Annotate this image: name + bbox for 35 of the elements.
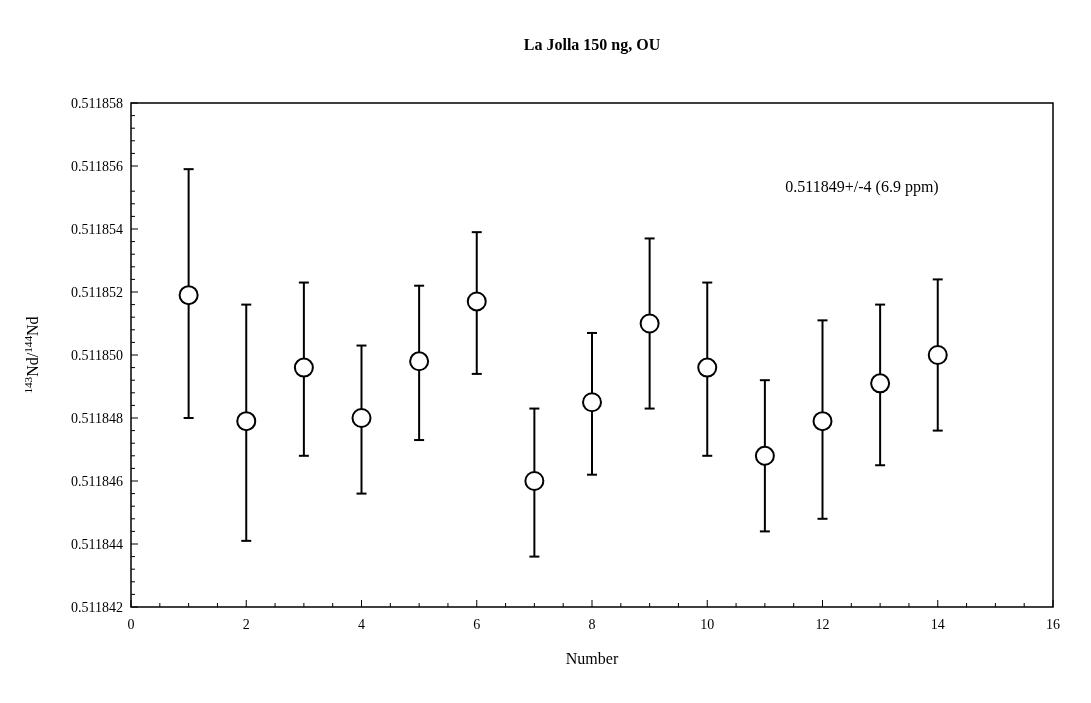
point: [178, 285, 199, 306]
y-tick-label: 0.511842: [71, 600, 123, 615]
y-tick-label: 0.511856: [71, 159, 123, 174]
x-tick-label: 0: [127, 617, 135, 632]
x-axis-title: Number: [565, 650, 619, 667]
point: [582, 392, 602, 413]
y-tick-label: 0.511854: [71, 222, 123, 237]
point: [524, 471, 545, 491]
x-tick-label: 8: [588, 617, 596, 632]
point: [927, 345, 948, 365]
point: [466, 291, 487, 312]
x-tick-label: 10: [700, 617, 715, 632]
x-tick-label: 16: [1046, 617, 1060, 632]
point: [870, 373, 891, 394]
point: [812, 411, 833, 432]
point: [409, 351, 430, 372]
point: [293, 357, 314, 378]
point: [236, 411, 257, 432]
x-tick-label: 4: [358, 617, 365, 632]
point: [351, 408, 372, 428]
y-tick-label: 0.511852: [71, 285, 123, 300]
chart-title: La Jolla 150 ng, OU: [523, 36, 661, 54]
x-tick-label: 2: [242, 617, 250, 632]
point: [754, 445, 775, 466]
x-tick-label: 6: [473, 617, 481, 632]
y-tick-label: 0.511848: [71, 411, 123, 426]
y-tick-label: 0.511844: [71, 537, 123, 552]
y-tick-label: 0.511858: [71, 96, 123, 111]
point: [697, 357, 718, 378]
x-tick-label: 14: [930, 617, 945, 632]
y-tick-label: 0.511850: [71, 348, 123, 363]
point: [639, 313, 660, 334]
x-tick-label: 12: [815, 617, 830, 632]
annotation: 0.511849+/-4 (6.9 ppm): [785, 178, 939, 196]
y-tick-label: 0.511846: [71, 474, 123, 489]
